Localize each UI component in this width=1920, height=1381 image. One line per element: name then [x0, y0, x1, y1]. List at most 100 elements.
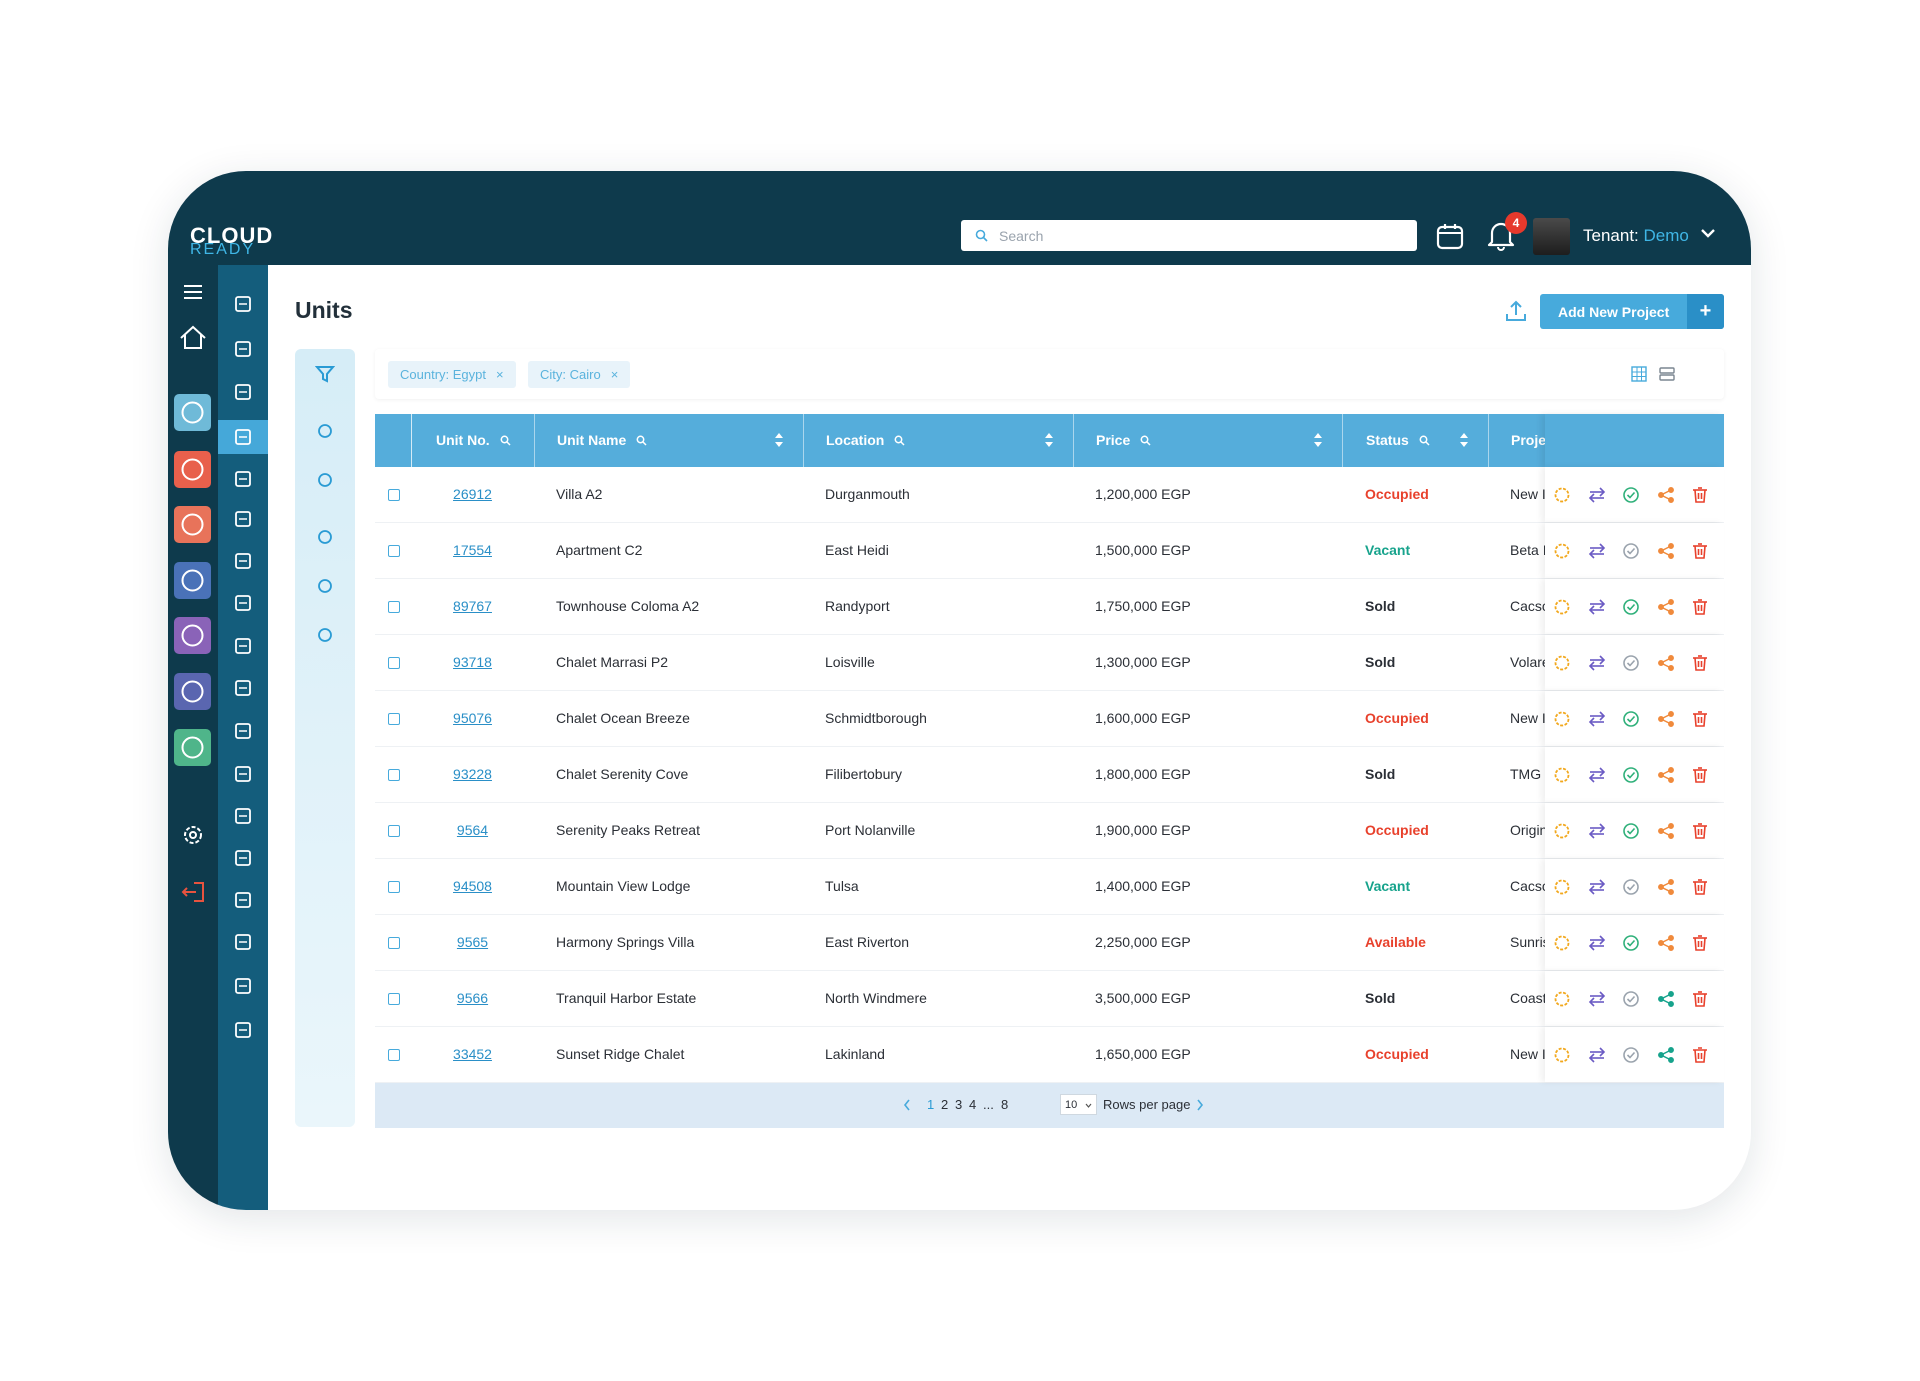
column-header[interactable]: Status — [1342, 414, 1488, 467]
unit-link[interactable]: 33452 — [453, 1046, 492, 1062]
unit-link[interactable]: 95076 — [453, 710, 492, 726]
delete-action[interactable] — [1691, 598, 1709, 616]
column-search[interactable] — [1140, 435, 1151, 446]
transfer-action[interactable] — [1588, 878, 1606, 896]
menu-icon[interactable] — [234, 849, 252, 867]
approve-action[interactable] — [1622, 934, 1640, 952]
menu-icon[interactable] — [234, 383, 252, 401]
row-checkbox[interactable] — [388, 1049, 400, 1061]
menu-icon[interactable] — [234, 552, 252, 570]
approve-action[interactable] — [1622, 878, 1640, 896]
share-action[interactable] — [1657, 990, 1675, 1008]
avatar[interactable] — [1533, 218, 1570, 255]
approve-action[interactable] — [1622, 598, 1640, 616]
module-tile[interactable] — [174, 394, 211, 431]
unit-link[interactable]: 94508 — [453, 878, 492, 894]
row-checkbox[interactable] — [388, 825, 400, 837]
settings-icon[interactable] — [181, 823, 205, 847]
filter-icon[interactable] — [315, 364, 335, 384]
edit-action[interactable] — [1553, 598, 1571, 616]
share-action[interactable] — [1657, 542, 1675, 560]
filter-chip[interactable]: City: Cairo × — [528, 361, 631, 388]
menu-icon[interactable] — [234, 340, 252, 358]
share-action[interactable] — [1657, 766, 1675, 784]
module-tile[interactable] — [174, 673, 211, 710]
transfer-action[interactable] — [1588, 542, 1606, 560]
list-view-icon[interactable] — [1659, 366, 1675, 382]
location-filter-icon[interactable] — [316, 471, 334, 489]
row-checkbox[interactable] — [388, 601, 400, 613]
approve-action[interactable] — [1622, 766, 1640, 784]
menu-icon[interactable] — [234, 722, 252, 740]
share-action[interactable] — [1657, 598, 1675, 616]
row-checkbox[interactable] — [388, 881, 400, 893]
delete-action[interactable] — [1691, 710, 1709, 728]
approve-action[interactable] — [1622, 486, 1640, 504]
sort-icon[interactable] — [1459, 432, 1469, 448]
module-tile[interactable] — [174, 451, 211, 488]
page-number[interactable]: 2 — [941, 1097, 949, 1112]
logout-icon[interactable] — [180, 880, 206, 904]
list-filter-icon[interactable] — [316, 626, 334, 644]
transfer-action[interactable] — [1588, 822, 1606, 840]
column-header[interactable]: Location — [803, 414, 1073, 467]
page-number[interactable]: 4 — [969, 1097, 977, 1112]
delete-action[interactable] — [1691, 1046, 1709, 1064]
menu-icon[interactable] — [234, 933, 252, 951]
page-number[interactable]: 3 — [955, 1097, 963, 1112]
edit-action[interactable] — [1553, 710, 1571, 728]
row-checkbox[interactable] — [388, 769, 400, 781]
document-filter-icon[interactable] — [316, 528, 334, 546]
calendar-icon[interactable] — [1435, 221, 1465, 251]
edit-action[interactable] — [1553, 486, 1571, 504]
unit-link[interactable]: 26912 — [453, 486, 492, 502]
delete-action[interactable] — [1691, 822, 1709, 840]
approve-action[interactable] — [1622, 990, 1640, 1008]
edit-action[interactable] — [1553, 1046, 1571, 1064]
table-row[interactable]: 89767 Townhouse Coloma A2 Randyport 1,750,0… — [375, 579, 1724, 635]
table-row[interactable]: 9566 Tranquil Harbor Estate North Windmere… — [375, 971, 1724, 1027]
approve-action[interactable] — [1622, 1046, 1640, 1064]
next-page[interactable] — [1195, 1098, 1205, 1112]
unit-link[interactable]: 89767 — [453, 598, 492, 614]
add-project-button[interactable]: Add New Project + — [1540, 294, 1724, 329]
menu-icon[interactable] — [234, 977, 252, 995]
share-action[interactable] — [1657, 1046, 1675, 1064]
page-number[interactable]: ... — [983, 1097, 994, 1112]
share-action[interactable] — [1657, 710, 1675, 728]
approve-action[interactable] — [1622, 542, 1640, 560]
table-row[interactable]: 17554 Apartment C2 East Heidi 1,500,000 EGP… — [375, 523, 1724, 579]
approve-action[interactable] — [1622, 710, 1640, 728]
delete-action[interactable] — [1691, 934, 1709, 952]
delete-action[interactable] — [1691, 654, 1709, 672]
table-row[interactable]: 26912 Villa A2 Durganmouth 1,200,000 EGP Occ… — [375, 467, 1724, 523]
unit-link[interactable]: 9564 — [456, 822, 489, 838]
menu-toggle[interactable] — [182, 283, 204, 301]
delete-action[interactable] — [1691, 878, 1709, 896]
module-tile[interactable] — [174, 729, 211, 766]
page-number[interactable]: 1 — [927, 1097, 935, 1112]
edit-action[interactable] — [1553, 542, 1571, 560]
transfer-action[interactable] — [1588, 710, 1606, 728]
edit-action[interactable] — [1553, 822, 1571, 840]
transfer-action[interactable] — [1588, 990, 1606, 1008]
table-row[interactable]: 95076 Chalet Ocean Breeze Schmidtborough 1,… — [375, 691, 1724, 747]
transfer-action[interactable] — [1588, 934, 1606, 952]
column-search[interactable] — [636, 435, 647, 446]
share-action[interactable] — [1657, 654, 1675, 672]
column-header[interactable]: Unit No. — [411, 414, 534, 467]
search-filter-icon[interactable] — [316, 422, 334, 440]
edit-action[interactable] — [1553, 934, 1571, 952]
column-search[interactable] — [500, 435, 511, 446]
chip-remove[interactable]: × — [496, 367, 504, 382]
sort-icon[interactable] — [1044, 432, 1054, 448]
table-row[interactable]: 9565 Harmony Springs Villa East Riverton 2,… — [375, 915, 1724, 971]
row-checkbox[interactable] — [388, 657, 400, 669]
transfer-action[interactable] — [1588, 1046, 1606, 1064]
column-search[interactable] — [894, 435, 905, 446]
row-checkbox[interactable] — [388, 489, 400, 501]
table-row[interactable]: 93718 Chalet Marrasi P2 Loisville 1,300,000… — [375, 635, 1724, 691]
menu-icon[interactable] — [234, 765, 252, 783]
menu-icon[interactable] — [234, 637, 252, 655]
delete-action[interactable] — [1691, 766, 1709, 784]
